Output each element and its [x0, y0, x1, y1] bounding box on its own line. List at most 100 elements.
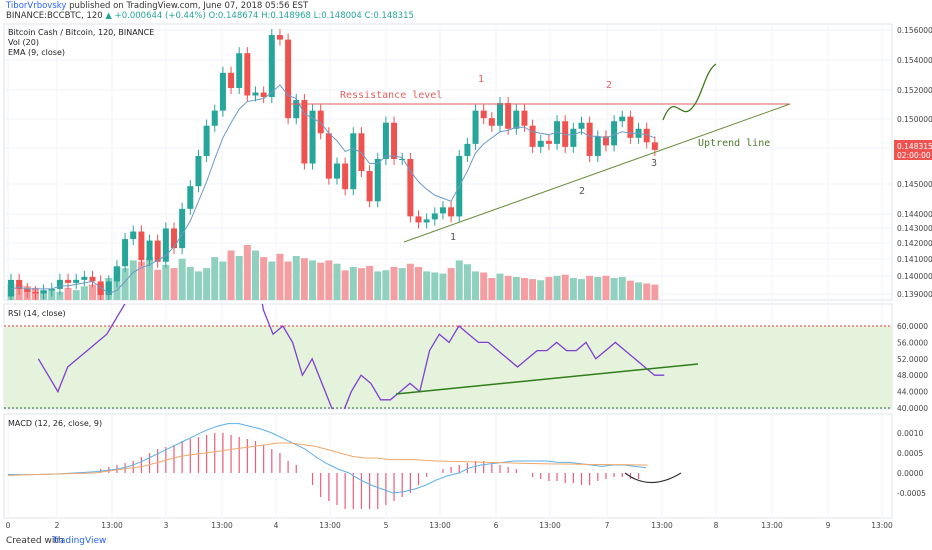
volume-bar: [578, 279, 585, 300]
volume-bar: [268, 261, 276, 300]
candle-body: [472, 110, 479, 144]
price-tick-label: 0.152000: [897, 86, 932, 95]
last-price-value: 0.148315: [897, 142, 932, 151]
ema-polyline: [10, 84, 656, 295]
time-tick-label: 13:00: [761, 521, 783, 530]
candle-body: [325, 133, 332, 179]
candle-body: [521, 110, 528, 126]
volume-bar: [455, 260, 463, 300]
volume-bars: [7, 245, 659, 300]
volume-bar: [651, 284, 659, 300]
legend-ema: EMA (9, close): [8, 48, 65, 57]
candle-body: [154, 240, 161, 262]
candle-body: [578, 122, 585, 129]
rsi-polyline: [37, 304, 665, 409]
volume-bar: [260, 257, 268, 300]
volume-bar: [626, 280, 634, 300]
volume-bar: [317, 262, 325, 300]
candles: [8, 29, 658, 300]
volume-bar: [496, 273, 504, 300]
macd-arc[interactable]: [624, 472, 682, 484]
volume-bar: [235, 256, 243, 300]
candle-body: [366, 171, 373, 202]
candle-body: [651, 142, 658, 150]
forecast-path[interactable]: [662, 63, 717, 121]
candle-body: [562, 121, 569, 147]
candle-body: [48, 288, 55, 291]
price-tick-label: 0.156000: [897, 26, 932, 35]
volume-bar: [203, 268, 211, 300]
signal-line: [7, 442, 648, 476]
volume-bar: [219, 261, 227, 300]
candle-body: [407, 158, 414, 217]
trading-chart[interactable]: Ressistance level Uptrend line 1 2 1 2 3…: [0, 22, 932, 532]
macd-tick-label: -0.0005: [897, 489, 926, 498]
volume-bar: [243, 245, 251, 300]
candle-body: [301, 100, 308, 164]
time-tick-label: 13:00: [651, 521, 673, 530]
rsi-tick-label: 44.0000: [897, 388, 928, 397]
volume-bar: [602, 275, 610, 300]
candle-body: [97, 281, 104, 295]
candle-body: [203, 125, 210, 156]
candle-body: [602, 136, 609, 146]
price-tick-label: 0.144000: [897, 210, 932, 219]
volume-bar: [333, 263, 341, 300]
macd-pane[interactable]: [3, 413, 893, 519]
candle-body: [244, 53, 251, 96]
candle-body: [611, 121, 618, 146]
chart-header: TiborVrbovsky published on TradingView.c…: [0, 0, 932, 22]
candle-body: [146, 240, 153, 261]
candle-body: [105, 281, 112, 295]
candle-body: [545, 140, 552, 144]
candle-body: [40, 290, 47, 294]
price-tick-label: 0.154000: [897, 56, 932, 65]
author-link[interactable]: TiborVrbovsky: [6, 1, 67, 11]
candle-body: [56, 279, 63, 289]
time-tick-label: 13:00: [319, 521, 341, 530]
legend-title: Bitcoin Cash / Bitcoin, 120, BINANCE: [8, 28, 154, 37]
header-line-2: BINANCE:BCCBTC, 120 ▲ +0.000644 (+0.44%)…: [6, 11, 414, 22]
candle-body: [488, 118, 495, 126]
candle-body: [374, 158, 381, 202]
candle-body: [529, 125, 536, 147]
candle-body: [195, 155, 202, 187]
candle-body: [619, 116, 626, 122]
candle-body: [179, 208, 186, 249]
candle-body: [358, 133, 365, 172]
time-tick-label: 4: [274, 521, 279, 530]
legend-rsi: RSI (14, close): [8, 309, 66, 318]
volume-bar: [227, 250, 235, 300]
volume-bar: [488, 278, 496, 300]
published-text: published on TradingView.com, June 07, 2…: [69, 1, 309, 11]
uptrend-line[interactable]: [403, 103, 791, 243]
point-2-bottom: 2: [579, 186, 585, 197]
candle-body: [570, 128, 577, 147]
tradingview-link[interactable]: TradingView: [52, 536, 107, 546]
rsi-series: [37, 304, 665, 409]
volume-bar: [292, 256, 300, 300]
macd-line: [7, 423, 647, 494]
rsi-trend-line[interactable]: [395, 363, 699, 395]
volume-bar: [529, 279, 537, 300]
candle-body: [65, 279, 72, 283]
candle-body: [415, 216, 422, 223]
volume-bar: [146, 257, 154, 300]
volume-bar: [121, 268, 129, 300]
volume-bar: [463, 264, 471, 300]
volume-bar: [561, 274, 569, 300]
candle-body: [334, 163, 340, 179]
candle-body: [16, 279, 23, 289]
symbol-label: BINANCE:BCCBTC, 120: [6, 11, 103, 21]
time-tick-label: 2: [55, 521, 60, 530]
volume-bar: [594, 276, 602, 300]
time-tick-label: 13:00: [101, 521, 123, 530]
price-tick-label: 0.143000: [897, 224, 932, 233]
volume-bar: [610, 278, 618, 300]
candle-body: [586, 122, 593, 156]
volume-bar: [643, 283, 651, 300]
last-price-tag: [894, 140, 932, 160]
candle-body: [113, 266, 120, 282]
candle-body: [627, 116, 634, 138]
volume-bar: [553, 275, 561, 300]
